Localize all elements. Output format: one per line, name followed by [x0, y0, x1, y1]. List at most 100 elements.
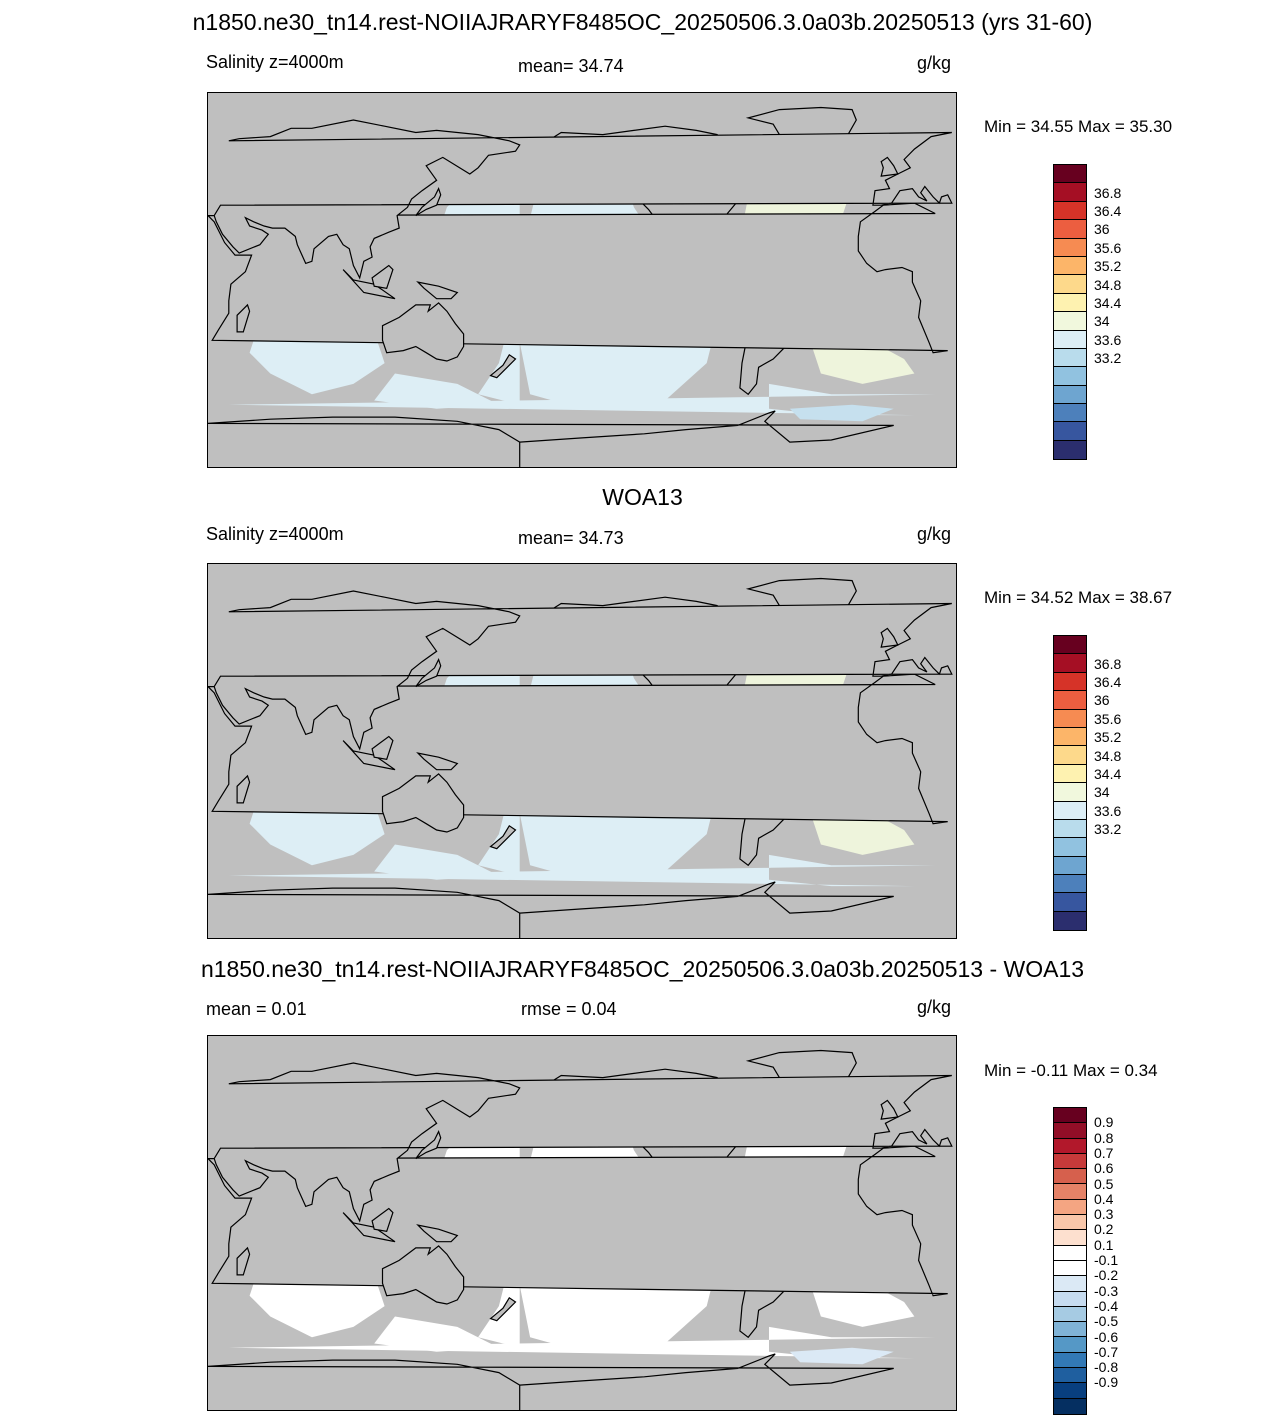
landmass-antarctica: [208, 410, 894, 467]
colorbar-swatch: [1054, 875, 1086, 894]
colorbar-swatch: [1054, 348, 1086, 368]
colorbar-swatch: [1054, 1398, 1086, 1414]
colorbar-swatch: [1054, 293, 1086, 313]
panel-1-minmax: Min = 34.55 Max = 35.30: [984, 117, 1173, 136]
colorbar-tick-label: 0.5: [1094, 1175, 1114, 1192]
deep-ocean-region: [228, 383, 936, 416]
colorbar-swatch: [1054, 404, 1086, 423]
colorbar-swatch: [1054, 1276, 1086, 1292]
colorbar-swatch: [1054, 801, 1086, 820]
panel-1-mean-label: mean= 34.74: [518, 56, 624, 76]
colorbar-tick-label: 36.4: [1094, 673, 1122, 690]
colorbar-swatch: [1054, 1383, 1086, 1399]
colorbar-tick-label: 0.2: [1094, 1221, 1114, 1238]
panel-1-title: n1850.ne30_tn14.rest-NOIIAJRARYF8485OC_2…: [192, 9, 1093, 35]
colorbar-swatch: [1054, 220, 1086, 239]
negative-difference-patch: [789, 1347, 894, 1365]
panel-1-colorbar: [1053, 164, 1087, 461]
colorbar-tick-label: 35.2: [1094, 729, 1122, 746]
colorbar-swatch: [1054, 727, 1086, 747]
colorbar-tick-label: -0.2: [1094, 1267, 1119, 1284]
landmass-australia: [381, 302, 465, 362]
colorbar-tick-label: 33.2: [1094, 350, 1122, 367]
colorbar-tick-label: -0.8: [1094, 1359, 1119, 1376]
colorbar-swatch: [1054, 1337, 1086, 1353]
panel-3-title: n1850.ne30_tn14.rest-NOIIAJRARYF8485OC_2…: [200, 956, 1085, 982]
colorbar-tick-label: -0.7: [1094, 1343, 1119, 1360]
deep-ocean-region: [374, 373, 499, 409]
colorbar-swatch: [1054, 746, 1086, 765]
landmass-uk: [880, 627, 899, 648]
colorbar-tick-label: 34.8: [1094, 276, 1122, 293]
low-salinity-patch: [789, 404, 894, 422]
colorbar-swatch: [1054, 1138, 1086, 1154]
colorbar-tick-label: 35.6: [1094, 239, 1122, 256]
colorbar-swatch: [1054, 312, 1086, 331]
colorbar-swatch: [1054, 1199, 1086, 1216]
colorbar-swatch: [1054, 1306, 1086, 1323]
colorbar-tick-label: 34.8: [1094, 747, 1122, 764]
landmass-madagascar: [236, 774, 251, 804]
colorbar-swatch: [1054, 911, 1086, 931]
colorbar-swatch: [1054, 1352, 1086, 1369]
colorbar-swatch: [1054, 238, 1086, 257]
colorbar-tick-label: 0.9: [1094, 1114, 1114, 1131]
colorbar-tick-label: 35.2: [1094, 258, 1122, 275]
colorbar-swatch: [1054, 1245, 1086, 1261]
landmass-borneo: [371, 264, 394, 289]
panel-2-minmax: Min = 34.52 Max = 38.67: [984, 588, 1173, 607]
colorbar-swatch: [1054, 819, 1086, 839]
landmass-australia: [381, 1245, 465, 1305]
colorbar-swatch: [1054, 1153, 1086, 1170]
panel-3-colorbar: [1053, 1107, 1087, 1415]
colorbar-swatch: [1054, 256, 1086, 276]
panel-1-units-label: g/kg: [917, 53, 952, 73]
landmass-africa: [208, 202, 948, 354]
deep-ocean-region: [374, 844, 499, 880]
landmass-indonesia: [342, 740, 396, 771]
deep-ocean-region: [228, 854, 936, 887]
colorbar-swatch: [1054, 636, 1086, 655]
colorbar-tick-label: 33.2: [1094, 821, 1122, 838]
colorbar-tick-label: 0.7: [1094, 1144, 1114, 1161]
landmass-eurasia: [213, 1062, 953, 1223]
panel-2-units-label: g/kg: [917, 524, 952, 544]
colorbar-swatch: [1054, 1215, 1086, 1231]
colorbar-swatch: [1054, 838, 1086, 857]
landmass-borneo: [371, 735, 394, 760]
colorbar-tick-label: -0.3: [1094, 1282, 1119, 1299]
landmass-japan: [415, 658, 442, 688]
colorbar-tick-label: 34.4: [1094, 765, 1122, 782]
landmass-japan: [415, 187, 442, 217]
panel-2-title: WOA13: [602, 484, 683, 510]
colorbar-tick-label: -0.6: [1094, 1328, 1119, 1345]
colorbar-swatch: [1054, 385, 1086, 405]
colorbar-swatch: [1054, 422, 1086, 441]
colorbar-swatch: [1054, 367, 1086, 386]
colorbar-tick-label: 34: [1094, 784, 1110, 801]
deep-ocean-region: [228, 1326, 936, 1359]
colorbar-tick-label: 36.4: [1094, 202, 1122, 219]
landmass-indonesia: [342, 1212, 396, 1243]
landmass-africa: [208, 673, 948, 825]
panel-3-rmse-label: rmse = 0.04: [521, 999, 617, 1019]
panel-1-variable-label: Salinity z=4000m: [206, 52, 344, 72]
landmass-madagascar: [236, 303, 251, 333]
colorbar-swatch: [1054, 654, 1086, 673]
panel-1-map: [207, 92, 957, 468]
colorbar-swatch: [1054, 893, 1086, 912]
colorbar-tick-label: -0.1: [1094, 1252, 1119, 1268]
colorbar-swatch: [1054, 672, 1086, 692]
colorbar-tick-label: 0.1: [1094, 1236, 1114, 1253]
colorbar-tick-label: -0.4: [1094, 1297, 1119, 1314]
colorbar-swatch: [1054, 183, 1086, 202]
colorbar-swatch: [1054, 1169, 1086, 1185]
panel-2-variable-label: Salinity z=4000m: [206, 524, 344, 544]
panel-3-mean-label: mean = 0.01: [206, 999, 307, 1019]
landmass-ngu: [416, 752, 459, 771]
colorbar-swatch: [1054, 1322, 1086, 1338]
colorbar-swatch: [1054, 1368, 1086, 1384]
landmass-newzealand: [489, 1296, 517, 1322]
colorbar-tick-label: 34.4: [1094, 294, 1122, 311]
colorbar-tick-label: -0.9: [1094, 1374, 1119, 1391]
